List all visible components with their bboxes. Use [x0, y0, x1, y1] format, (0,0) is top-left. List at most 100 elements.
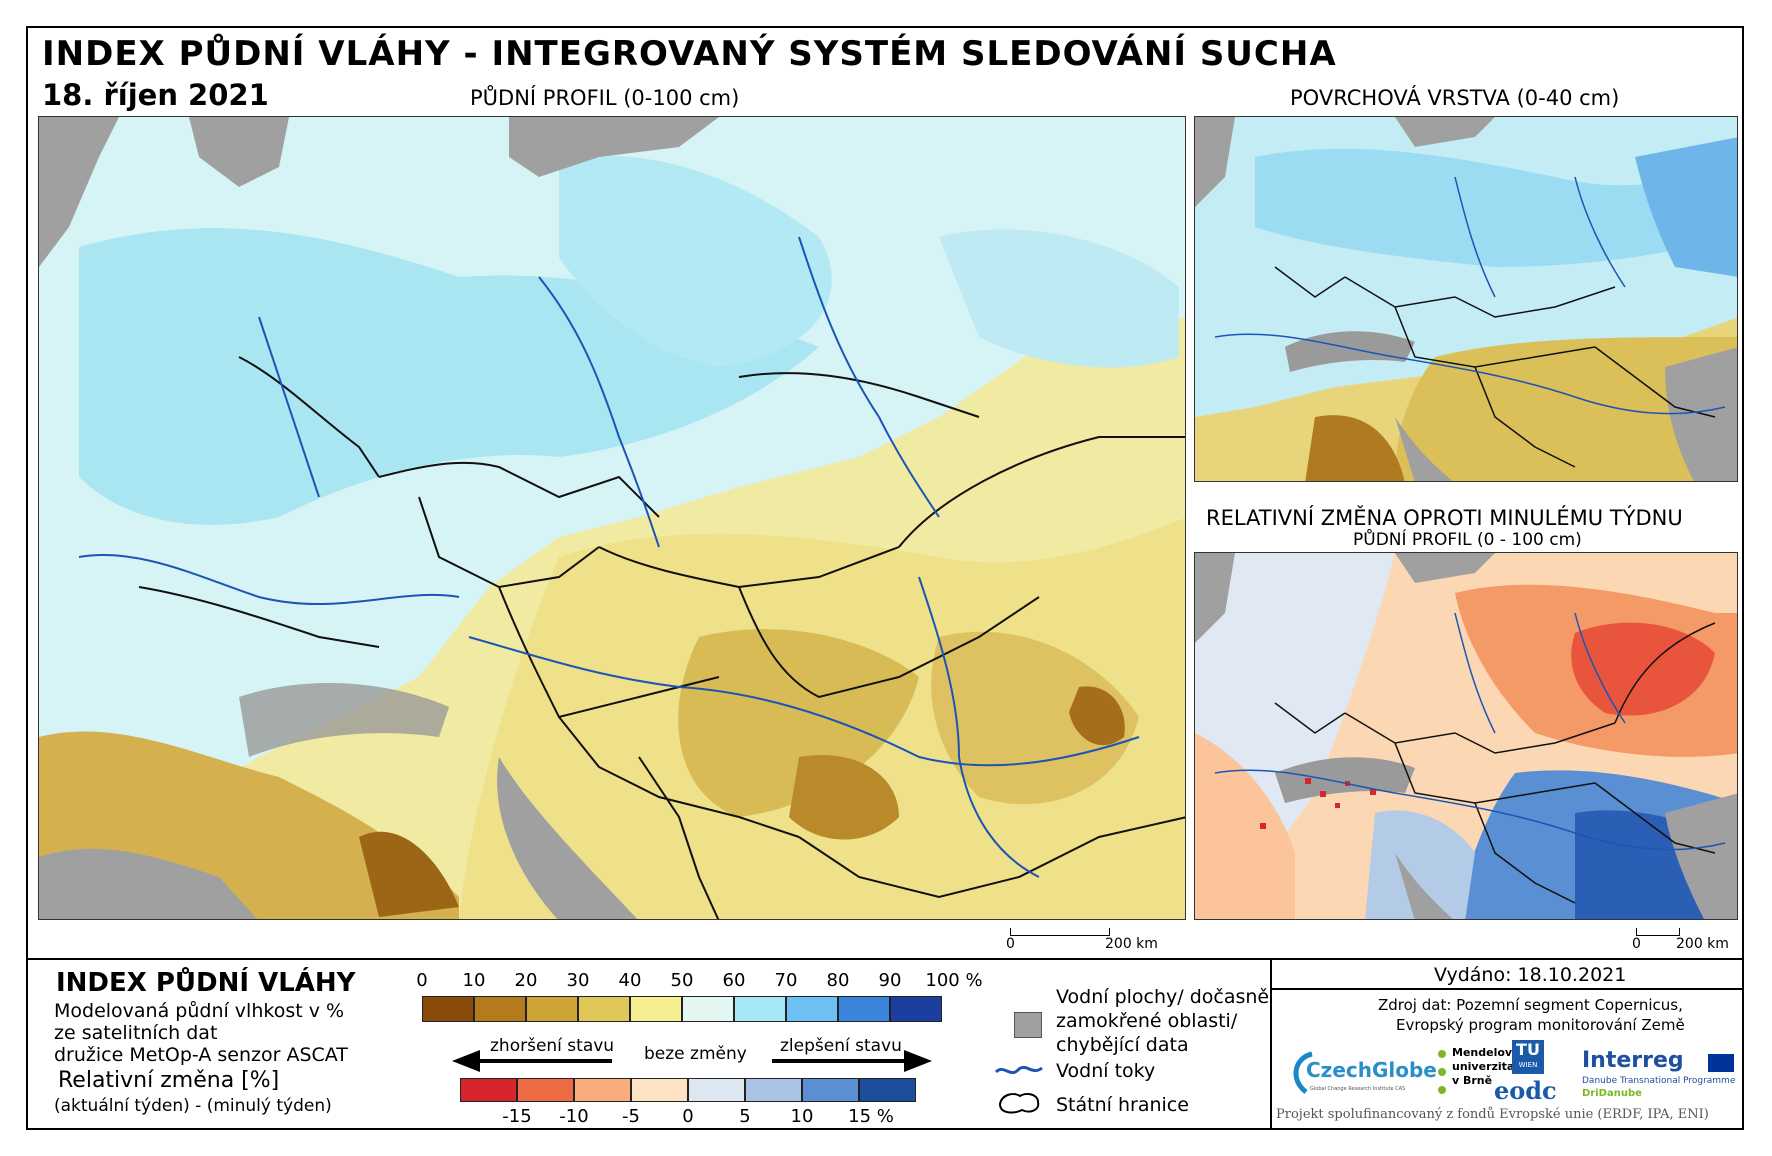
interreg-name: Interreg [1582, 1048, 1684, 1073]
source-line-2: Evropský program monitorování Země [1396, 1016, 1685, 1034]
main-scalebar-zero: 0 [1006, 936, 1015, 952]
index-tick-label: 30 [566, 970, 590, 991]
water-label-1: Vodní plochy/ dočasně [1056, 986, 1270, 1008]
index-swatch [578, 996, 630, 1022]
border-icon [998, 1093, 1040, 1114]
issued-divider [1270, 988, 1744, 990]
change-swatch [517, 1078, 574, 1102]
legend-panel [28, 958, 1742, 1130]
figure-frame [26, 26, 1744, 1130]
index-tick-label: 60 [722, 970, 746, 991]
index-swatch [838, 996, 890, 1022]
index-swatch [786, 996, 838, 1022]
legend-index-desc-1: Modelovaná půdní vlhkost v % [54, 1000, 345, 1022]
main-map-title: PŮDNÍ PROFIL (0-100 cm) [470, 86, 740, 110]
figure-date: 18. říjen 2021 [42, 78, 269, 112]
main-scalebar-end: 200 km [1105, 936, 1158, 952]
eu-flag-icon [1708, 1054, 1734, 1072]
change-tick-label: -5 [622, 1106, 640, 1127]
index-tick-label: 20 [514, 970, 538, 991]
index-tick-label: 100 % [925, 970, 983, 991]
index-swatch [682, 996, 734, 1022]
change-swatch [802, 1078, 859, 1102]
inset-scalebar-end: 200 km [1676, 936, 1729, 952]
arrow-worse-label: zhoršení stavu [490, 1036, 615, 1056]
water-label-2: zamokřené oblasti/ [1056, 1010, 1238, 1032]
index-swatch [422, 996, 474, 1022]
interreg-sub: Danube Transnational Programme [1582, 1076, 1736, 1086]
inset-scalebar-zero: 0 [1632, 936, 1641, 952]
borders-label: Státní hranice [1056, 1094, 1189, 1116]
mendel-logo: Mendelova univerzita v Brně [1436, 1046, 1520, 1102]
index-tick-label: 10 [462, 970, 486, 991]
change-tick-label: -10 [559, 1106, 589, 1127]
surface-map-title: POVRCHOVÁ VRSTVA (0-40 cm) [1290, 86, 1620, 110]
change-tick-label: 15 % [848, 1106, 894, 1127]
index-swatch [474, 996, 526, 1022]
change-arrows [452, 1050, 932, 1072]
main-scalebar-bar [1010, 928, 1110, 936]
issued-date: Vydáno: 18.10.2021 [1434, 964, 1627, 986]
mendel-line-3: v Brně [1452, 1074, 1493, 1087]
rivers-label: Vodní toky [1056, 1060, 1156, 1082]
czechglobe-arc-icon [1293, 1051, 1313, 1094]
index-tick-label: 40 [618, 970, 642, 991]
mendel-line-1: Mendelova [1452, 1046, 1520, 1059]
legend-change-title: Relativní změna [%] [58, 1068, 280, 1093]
source-line-1: Zdroj dat: Pozemní segment Copernicus, [1378, 996, 1683, 1014]
water-label-3: chybějící data [1056, 1034, 1189, 1056]
index-swatch [734, 996, 786, 1022]
arrow-left-icon [452, 1050, 480, 1072]
arrow-none-label: beze změny [644, 1044, 747, 1064]
water-missing-swatch [1014, 1012, 1042, 1038]
change-map-title: RELATIVNÍ ZMĚNA OPROTI MINULÉMU TÝDNU [1206, 506, 1683, 530]
change-swatch [574, 1078, 631, 1102]
change-tick-label: 5 [739, 1106, 751, 1127]
change-swatch [688, 1078, 745, 1102]
change-swatch [745, 1078, 802, 1102]
project-funding: Projekt spolufinancovaný z fondů Evropsk… [1276, 1107, 1709, 1122]
tu-wien-line-2: WIEN [1518, 1061, 1538, 1069]
index-swatch [526, 996, 578, 1022]
main-map-graphic [39, 117, 1185, 919]
mendel-dots-icon [1438, 1050, 1446, 1094]
legend-change-desc: (aktuální týden) - (minulý týden) [54, 1096, 332, 1116]
index-tick-label: 50 [670, 970, 694, 991]
dridanube-name: DriDanube [1582, 1088, 1642, 1099]
legend-index-title: INDEX PŮDNÍ VLÁHY [56, 968, 356, 998]
legend-index-desc-3: družice MetOp-A senzor ASCAT [54, 1044, 348, 1066]
surface-map-graphic [1195, 117, 1737, 481]
change-map-graphic [1195, 553, 1737, 919]
inset-scalebar-bar [1636, 928, 1680, 936]
change-tick-label: 10 [790, 1106, 814, 1127]
index-swatch [630, 996, 682, 1022]
mendel-line-2: univerzita [1452, 1060, 1515, 1073]
eodc-logo: eodc [1494, 1076, 1557, 1105]
arrow-right-icon [904, 1050, 932, 1072]
change-tick-label: -15 [502, 1106, 532, 1127]
czechglobe-sub: Global Change Research Institute CAS [1310, 1086, 1406, 1092]
index-tick-label: 70 [774, 970, 798, 991]
arrow-better-label: zlepšení stavu [780, 1036, 902, 1056]
main-soil-moisture-map [38, 116, 1186, 920]
relative-change-map [1194, 552, 1738, 920]
change-swatch [460, 1078, 517, 1102]
index-tick-label: 0 [416, 970, 428, 991]
legend-divider [1270, 958, 1272, 1130]
river-icon [994, 1065, 1043, 1075]
index-swatch [890, 996, 942, 1022]
change-swatch [631, 1078, 688, 1102]
change-map-subtitle: PŮDNÍ PROFIL (0 - 100 cm) [1353, 530, 1582, 550]
main-scalebar: 0 200 km [1006, 928, 1158, 952]
inset-scalebar: 0 200 km [1632, 928, 1736, 952]
czechglobe-name: CzechGlobe [1306, 1058, 1437, 1082]
tu-wien-logo: TU WIEN [1512, 1040, 1544, 1074]
legend-index-desc-2: ze satelitních dat [54, 1022, 218, 1044]
surface-layer-map [1194, 116, 1738, 482]
change-swatch [859, 1078, 916, 1102]
figure-title: INDEX PŮDNÍ VLÁHY - INTEGROVANÝ SYSTÉM S… [42, 34, 1337, 74]
change-tick-label: 0 [682, 1106, 694, 1127]
tu-wien-line-1: TU [1516, 1040, 1540, 1059]
czechglobe-logo: CzechGlobe Global Change Research Instit… [1286, 1046, 1437, 1102]
index-tick-label: 90 [878, 970, 902, 991]
